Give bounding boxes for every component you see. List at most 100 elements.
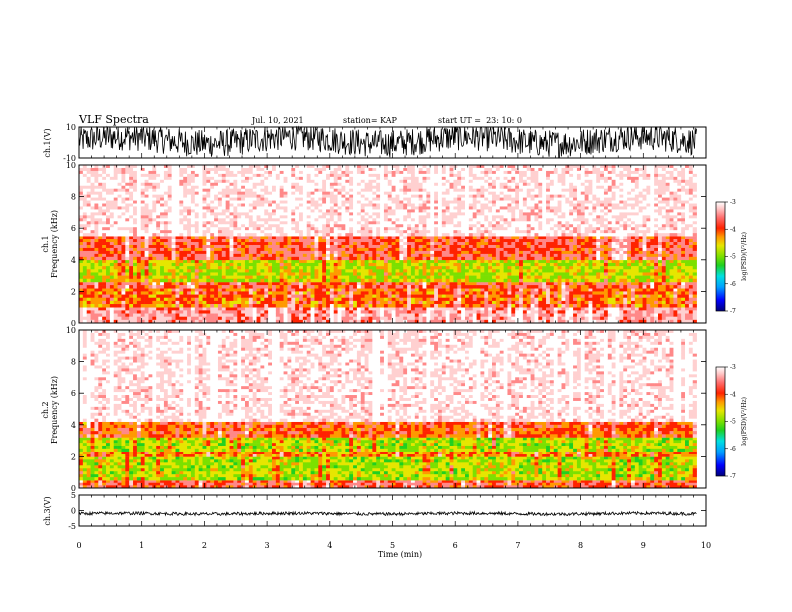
ch1-spectrogram-cell (82, 167, 88, 172)
ch1-spectrogram-cell (183, 266, 188, 270)
ch1-spectrogram-cell (658, 291, 663, 295)
ch1-spectrogram-cell (117, 233, 122, 237)
ch1-spectrogram-cell (553, 242, 558, 246)
ch1-spectrogram-cell (94, 197, 99, 201)
ch1-spectrogram-cell (241, 259, 246, 264)
ch1-spectrogram-cell (488, 269, 493, 273)
ch1-spectrogram-cell (634, 310, 639, 314)
ch1-spectrogram-cell (94, 242, 99, 246)
ch1-spectrogram-cell (638, 250, 643, 255)
ch1-spectrogram-cell (584, 313, 589, 317)
ch1-spectrogram-cell (106, 269, 111, 273)
ch1-spectrogram-cell (318, 275, 323, 280)
ch1-spectrogram-cell (86, 259, 91, 264)
ch1-spectrogram-cell (484, 310, 489, 314)
ch1-spectrogram-cell (329, 272, 335, 276)
ch1-spectrogram-cell (391, 269, 396, 273)
ch1-spectrogram-cell (669, 275, 674, 280)
ch1-spectrogram-cell (511, 253, 516, 258)
ch1-spectrogram-cell (156, 253, 161, 258)
ch1-spectrogram-cell (109, 227, 115, 231)
ch1-spectrogram-cell (549, 294, 555, 299)
ch1-spectrogram-cell (117, 300, 122, 305)
ch1-spectrogram-cell (102, 247, 107, 252)
ch1-spectrogram-cell (90, 319, 95, 324)
ch1-spectrogram-cell (233, 285, 238, 289)
ch1-spectrogram-cell (136, 173, 142, 178)
ch1-spectrogram-cell (179, 250, 184, 255)
ch1-spectrogram-cell (229, 247, 234, 252)
ch1-spectrogram-cell (187, 272, 192, 276)
ch1-spectrogram-cell (488, 236, 493, 240)
ch1-spectrogram-cell (603, 259, 609, 264)
ch1-spectrogram-cell (638, 272, 643, 276)
ch1-spectrogram-cell (380, 319, 385, 324)
ch1-spectrogram-cell (654, 269, 659, 273)
ch1-spectrogram-cell (318, 313, 323, 317)
ch1-spectrogram-cell (144, 272, 149, 276)
ch1-spectrogram-cell (600, 304, 605, 308)
ch1-spectrogram-cell (299, 319, 304, 324)
ch1-spectrogram-cell (619, 275, 624, 280)
ch1-spectrogram-cell (140, 297, 145, 302)
ch1-spectrogram-cell (302, 278, 308, 283)
ch1-spectrogram-cell (248, 310, 253, 314)
ch1-spectrogram-cell (337, 313, 342, 317)
ch1-spectrogram-cell (229, 291, 234, 295)
ch1-spectrogram-cell (623, 262, 628, 267)
ch1-spectrogram-cell (125, 230, 130, 234)
ch1-spectrogram-cell (179, 239, 184, 243)
ch1-spectrogram-cell (619, 288, 624, 292)
ch1-spectrogram-cell (630, 272, 636, 276)
ch1-spectrogram-cell (279, 247, 284, 252)
ch1-spectrogram-cell (272, 294, 277, 299)
ch1-spectrogram-cell (600, 316, 605, 321)
ch1-spectrogram-cell (376, 285, 381, 289)
ch1-spectrogram-cell (596, 319, 601, 324)
ch1-spectrogram-cell (287, 259, 292, 264)
ch1-spectrogram-cell (573, 244, 578, 249)
ch1-spectrogram-cell (225, 319, 230, 324)
ch1-spectrogram-cell (102, 194, 107, 198)
ch1-spectrogram-cell (98, 182, 103, 187)
ch1-spectrogram-cell (306, 285, 311, 289)
ch1-spectrogram-cell (619, 269, 624, 273)
ch1-spectrogram-cell (488, 242, 493, 246)
ch1-spectrogram-cell (403, 278, 408, 283)
ch1-spectrogram-cell (584, 253, 589, 258)
ch1-spectrogram-cell (148, 242, 153, 246)
ch1-spectrogram-cell (600, 239, 605, 243)
ch1-spectrogram-cell (121, 233, 126, 237)
ch1-spectrogram-cell (526, 272, 531, 276)
ch1-spectrogram-cell (244, 272, 250, 276)
ch1-spectrogram-cell (588, 256, 593, 261)
ch1-spectrogram-cell (688, 288, 694, 292)
ch1-spectrogram-cell (665, 281, 670, 286)
ch1-spectrogram-cell (511, 247, 516, 252)
ch1-spectrogram-cell (461, 253, 466, 258)
ch1-spectrogram-cell (125, 236, 130, 240)
ch1-spectrogram-cell (492, 278, 497, 283)
ch1-spectrogram-cell (607, 250, 612, 255)
ch1-spectrogram-cell (665, 266, 670, 270)
ch1-spectrogram-cell (187, 239, 192, 243)
ch1-spectrogram-cell (318, 262, 323, 267)
ch1-spectrogram-cell (125, 269, 130, 273)
ch1-spectrogram-cell (522, 250, 528, 255)
ch1-spectrogram-cell (113, 236, 118, 240)
ch1-spectrogram-cell (125, 227, 130, 231)
ch1-spectrogram-cell (630, 294, 636, 299)
ch1-spectrogram-cell (82, 319, 88, 324)
ch1-spectrogram-cell (210, 250, 215, 255)
ch1-spectrogram-cell (530, 236, 535, 240)
ch1-spectrogram-cell (503, 253, 508, 258)
ch1-spectrogram-cell (287, 291, 292, 295)
ch1-spectrogram-cell (615, 236, 620, 240)
ch1-spectrogram-cell (98, 206, 103, 210)
ch1-spectrogram-cell (569, 269, 574, 273)
ch1-spectrogram-cell (156, 266, 161, 270)
ch1-spectrogram-cell (600, 253, 605, 258)
ch1-spectrogram-cell (163, 316, 169, 321)
ch1-spectrogram-cell (580, 300, 585, 305)
